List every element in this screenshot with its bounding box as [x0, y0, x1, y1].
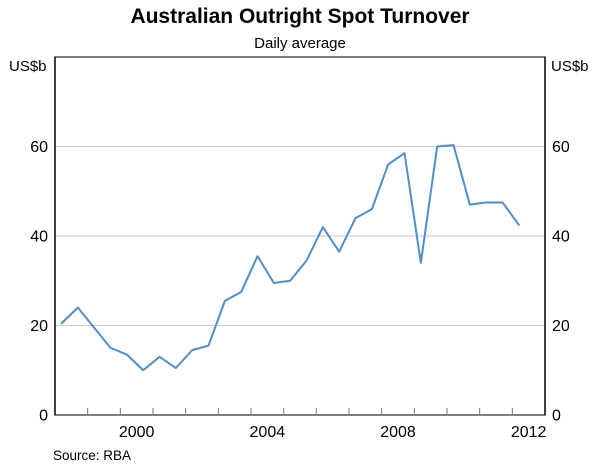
- y-axis-unit-left: US$b: [9, 58, 47, 75]
- x-label-2012: 2012: [511, 424, 547, 441]
- y-label-left-20: 20: [30, 318, 48, 335]
- source-note: Source: RBA: [53, 448, 132, 463]
- x-label-2004: 2004: [250, 424, 286, 441]
- y-label-right-40: 40: [552, 229, 570, 246]
- y-label-right-60: 60: [552, 139, 570, 156]
- x-label-2000: 2000: [119, 424, 155, 441]
- turnover-series-line: [60, 144, 520, 372]
- y-label-left-60: 60: [30, 139, 48, 156]
- chart-title: Australian Outright Spot Turnover: [130, 5, 470, 28]
- y-label-right-0: 0: [552, 408, 561, 425]
- x-label-2008: 2008: [380, 424, 416, 441]
- y-axis-unit-right: US$b: [551, 58, 589, 75]
- y-label-left-0: 0: [39, 408, 48, 425]
- chart-subtitle: Daily average: [254, 35, 346, 52]
- y-label-right-20: 20: [552, 318, 570, 335]
- y-label-left-40: 40: [30, 229, 48, 246]
